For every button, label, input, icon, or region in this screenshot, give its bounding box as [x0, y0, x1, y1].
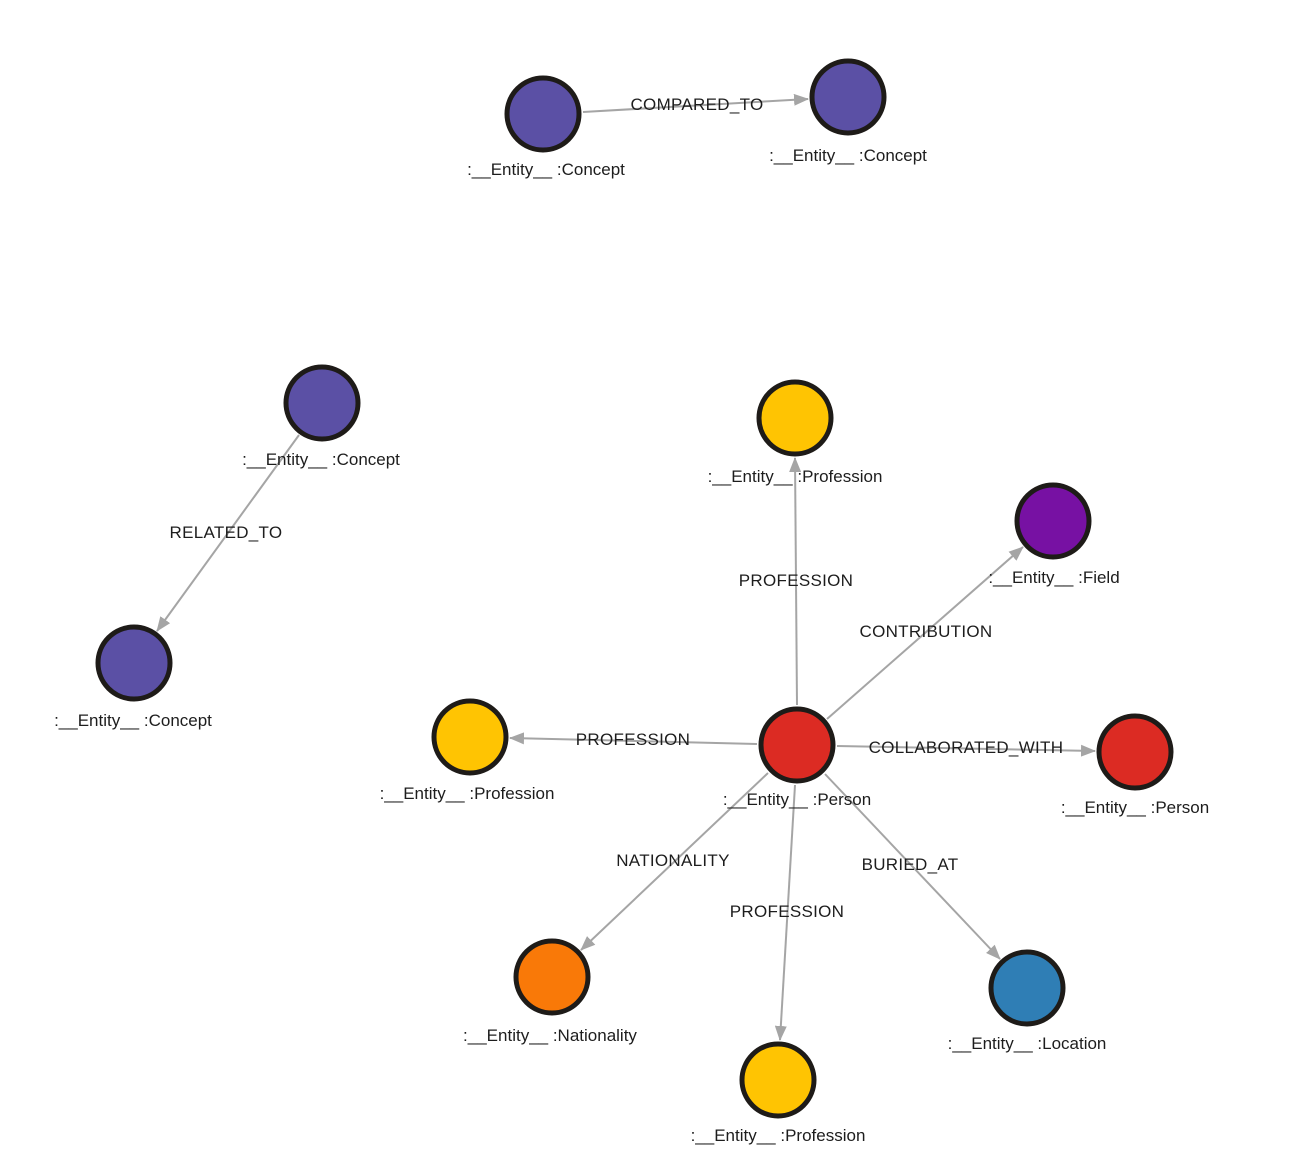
node-nationality-caption: :__Entity__ :Nationality — [463, 1026, 637, 1045]
edge-line-collaborated-with[interactable] — [836, 744, 1096, 757]
node-concept-lower-left-circle[interactable] — [95, 624, 173, 702]
node-nationality: :__Entity__ :Nationality — [463, 938, 637, 1045]
edge-label-compared-to[interactable]: COMPARED_TO — [630, 95, 763, 114]
edge-line-nationality[interactable] — [580, 772, 769, 951]
node-concept-top-left: :__Entity__ :Concept — [467, 75, 625, 179]
edge-label-contribution[interactable]: CONTRIBUTION — [860, 622, 993, 641]
node-person-right: :__Entity__ :Person — [1061, 713, 1209, 817]
node-location-caption: :__Entity__ :Location — [948, 1034, 1107, 1053]
edge-label-nationality[interactable]: NATIONALITY — [616, 851, 730, 870]
node-field-circle[interactable] — [1014, 482, 1092, 560]
node-profession-bottom: :__Entity__ :Profession — [691, 1041, 866, 1145]
edge-line-compared-to[interactable] — [582, 93, 809, 113]
edge-line-profession-top[interactable] — [789, 457, 802, 706]
node-person-center-circle[interactable] — [758, 706, 836, 784]
node-concept-mid-left: :__Entity__ :Concept — [242, 364, 400, 469]
edge-label-related-to[interactable]: RELATED_TO — [170, 523, 283, 542]
node-profession-left: :__Entity__ :Profession — [380, 698, 555, 803]
node-location: :__Entity__ :Location — [948, 949, 1107, 1053]
edge-line-profession-left[interactable] — [509, 732, 758, 745]
edge-lines — [156, 93, 1096, 1041]
node-person-center: :__Entity__ :Person — [723, 706, 871, 809]
node-person-right-caption: :__Entity__ :Person — [1061, 798, 1209, 817]
node-profession-top-circle[interactable] — [756, 379, 834, 457]
node-concept-mid-left-caption: :__Entity__ :Concept — [242, 450, 400, 469]
node-person-right-circle[interactable] — [1096, 713, 1174, 791]
node-profession-bottom-circle[interactable] — [739, 1041, 817, 1119]
edge-line-buried-at[interactable] — [824, 773, 1001, 960]
node-concept-top-right-circle[interactable] — [809, 58, 887, 136]
edge-line-related-to[interactable] — [156, 434, 300, 632]
node-concept-top-left-circle[interactable] — [504, 75, 582, 153]
node-profession-left-circle[interactable] — [431, 698, 509, 776]
node-concept-lower-left-caption: :__Entity__ :Concept — [54, 711, 212, 730]
edge-line-profession-bottom[interactable] — [774, 784, 796, 1041]
node-location-circle[interactable] — [988, 949, 1066, 1027]
node-profession-top-caption: :__Entity__ :Profession — [708, 467, 883, 486]
edge-labels: COMPARED_TO RELATED_TO PROFESSION CONTRI… — [170, 95, 1064, 921]
node-field: :__Entity__ :Field — [988, 482, 1120, 587]
edge-line-contribution[interactable] — [826, 546, 1024, 720]
nodes: :__Entity__ :Concept :__Entity__ :Concep… — [54, 58, 1209, 1145]
node-profession-bottom-caption: :__Entity__ :Profession — [691, 1126, 866, 1145]
edge-label-collaborated-with[interactable]: COLLABORATED_WITH — [869, 738, 1064, 757]
node-profession-top: :__Entity__ :Profession — [708, 379, 883, 486]
edge-label-profession-bottom[interactable]: PROFESSION — [730, 902, 844, 921]
edge-label-profession-top[interactable]: PROFESSION — [739, 571, 853, 590]
node-concept-mid-left-circle[interactable] — [283, 364, 361, 442]
node-concept-top-right-caption: :__Entity__ :Concept — [769, 146, 927, 165]
node-profession-left-caption: :__Entity__ :Profession — [380, 784, 555, 803]
node-concept-top-left-caption: :__Entity__ :Concept — [467, 160, 625, 179]
node-person-center-caption: :__Entity__ :Person — [723, 790, 871, 809]
node-nationality-circle[interactable] — [513, 938, 591, 1016]
node-field-caption: :__Entity__ :Field — [988, 568, 1119, 587]
edge-label-buried-at[interactable]: BURIED_AT — [862, 855, 959, 874]
node-concept-lower-left: :__Entity__ :Concept — [54, 624, 212, 730]
edge-label-profession-left[interactable]: PROFESSION — [576, 730, 690, 749]
node-concept-top-right: :__Entity__ :Concept — [769, 58, 927, 165]
